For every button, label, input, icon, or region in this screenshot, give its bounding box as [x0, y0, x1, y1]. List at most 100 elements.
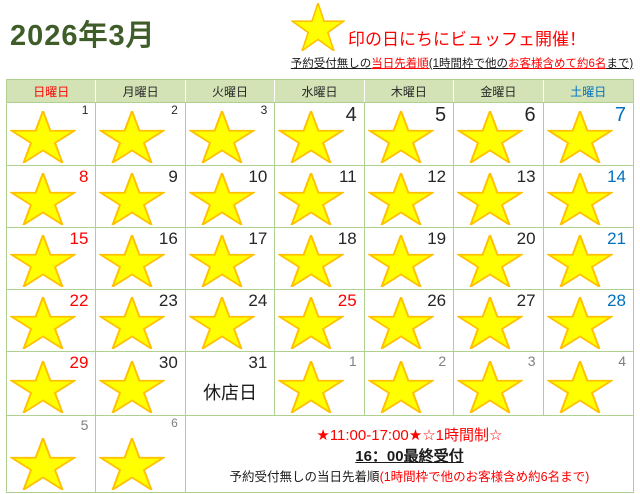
buffet-hours-line: ★11:00-17:00★☆1時間制☆: [316, 427, 503, 444]
star-icon: [99, 361, 166, 413]
day-number: 28: [607, 291, 626, 310]
day-cell: 5: [364, 102, 455, 165]
day-cell: 21: [543, 227, 633, 289]
day-number: 18: [337, 229, 357, 248]
day-number: 4: [345, 104, 357, 126]
day-number: 6: [171, 416, 178, 430]
calendar-grid: 日曜日 月曜日 火曜日 水曜日 木曜日 金曜日 土曜日 1 2 3 4 5 6 7 8 9 10 11 12 13 14…: [6, 79, 634, 493]
day-number: 31: [248, 353, 268, 372]
day-cell: 6: [454, 102, 544, 165]
day-number: 7: [614, 104, 626, 126]
day-number: 14: [607, 167, 626, 186]
star-icon: [99, 111, 166, 163]
weekday-label: 土曜日: [570, 84, 607, 99]
day-number: 13: [516, 167, 536, 186]
day-cell: 13: [454, 165, 544, 227]
day-cell: 1: [7, 102, 97, 165]
star-icon: [367, 297, 434, 349]
weekday-header-0: 日曜日: [7, 80, 97, 102]
legend-star-icon: [291, 3, 345, 51]
note-segment: (1時間枠で他の: [428, 58, 508, 70]
day-cell: 22: [7, 289, 97, 351]
closed-day-label: 休店日: [203, 383, 258, 403]
day-cell: 25: [275, 289, 365, 351]
star-icon: [457, 361, 524, 413]
day-number: 24: [248, 291, 268, 310]
weekday-label: 木曜日: [390, 84, 427, 99]
day-cell: 27: [454, 289, 544, 351]
page-title: 2026年3月: [10, 20, 156, 52]
day-cell: 2: [364, 351, 455, 415]
weekday-header-2: 火曜日: [185, 80, 276, 102]
day-cell: 4: [543, 351, 633, 415]
day-cell: 10: [185, 165, 276, 227]
weekday-label: 火曜日: [212, 84, 249, 99]
star-icon: [546, 173, 613, 225]
note-segment: お客様含めて約6名: [507, 58, 607, 70]
day-number: 1: [348, 353, 357, 369]
day-cell: 18: [275, 227, 365, 289]
day-cell: 11: [275, 165, 365, 227]
day-number: 5: [80, 417, 89, 433]
day-number: 23: [158, 291, 178, 310]
day-cell: 20: [454, 227, 544, 289]
day-cell: 9: [96, 165, 186, 227]
day-number: 21: [607, 229, 626, 248]
weekday-label: 月曜日: [122, 84, 159, 99]
weekday-label: 水曜日: [301, 84, 338, 99]
day-cell: 24: [185, 289, 276, 351]
star-icon: [99, 297, 166, 349]
weekday-header-3: 水曜日: [275, 80, 365, 102]
star-icon: [278, 297, 345, 349]
day-number: 20: [516, 229, 536, 248]
day-number: 11: [339, 167, 357, 186]
day-number: 30: [158, 353, 178, 372]
star-icon: [457, 111, 524, 163]
note-segment: まで): [606, 58, 634, 70]
day-number: 3: [260, 103, 268, 117]
day-cell: 16: [96, 227, 186, 289]
star-icon: [367, 361, 434, 413]
star-icon: [188, 235, 255, 287]
day-cell: 1: [275, 351, 365, 415]
star-icon: [278, 111, 345, 163]
day-cell: 17: [185, 227, 276, 289]
day-cell: 29: [7, 351, 97, 415]
day-number: 19: [427, 229, 447, 248]
day-number: 29: [69, 353, 89, 372]
star-icon: [10, 235, 76, 287]
star-icon: [291, 3, 345, 51]
weekday-label: 日曜日: [33, 84, 70, 99]
day-cell: 14: [543, 165, 633, 227]
day-number: 15: [69, 229, 89, 248]
day-cell: 6: [96, 415, 186, 492]
star-icon: [99, 173, 166, 225]
day-number: 4: [618, 353, 626, 369]
day-cell: 3: [185, 102, 276, 165]
star-icon: [457, 173, 524, 225]
last-call-line: 16：00最終受付: [355, 448, 464, 465]
day-number: 8: [78, 167, 89, 186]
footer-note-cell: ★11:00-17:00★☆1時間制☆ 16：00最終受付予約受付無しの当日先着順…: [185, 415, 633, 492]
day-cell: 8: [7, 165, 97, 227]
day-cell: 19: [364, 227, 455, 289]
note-segment: 予約受付無しの当日先着順: [229, 470, 380, 484]
star-icon: [10, 361, 76, 413]
star-icon: [278, 361, 345, 413]
day-cell: 26: [364, 289, 455, 351]
day-cell: 30: [96, 351, 186, 415]
day-cell: 3: [454, 351, 544, 415]
day-cell: 7: [543, 102, 633, 165]
day-number: 26: [427, 291, 447, 310]
star-icon: [367, 173, 434, 225]
day-number: 6: [524, 104, 536, 126]
day-cell: 2: [96, 102, 186, 165]
day-number: 2: [438, 353, 447, 369]
day-number: 10: [248, 167, 268, 186]
day-cell: 15: [7, 227, 97, 289]
note-segment: 予約受付無しの: [290, 58, 372, 70]
day-cell: 28: [543, 289, 633, 351]
star-icon: [10, 173, 76, 225]
day-number: 5: [435, 104, 447, 126]
